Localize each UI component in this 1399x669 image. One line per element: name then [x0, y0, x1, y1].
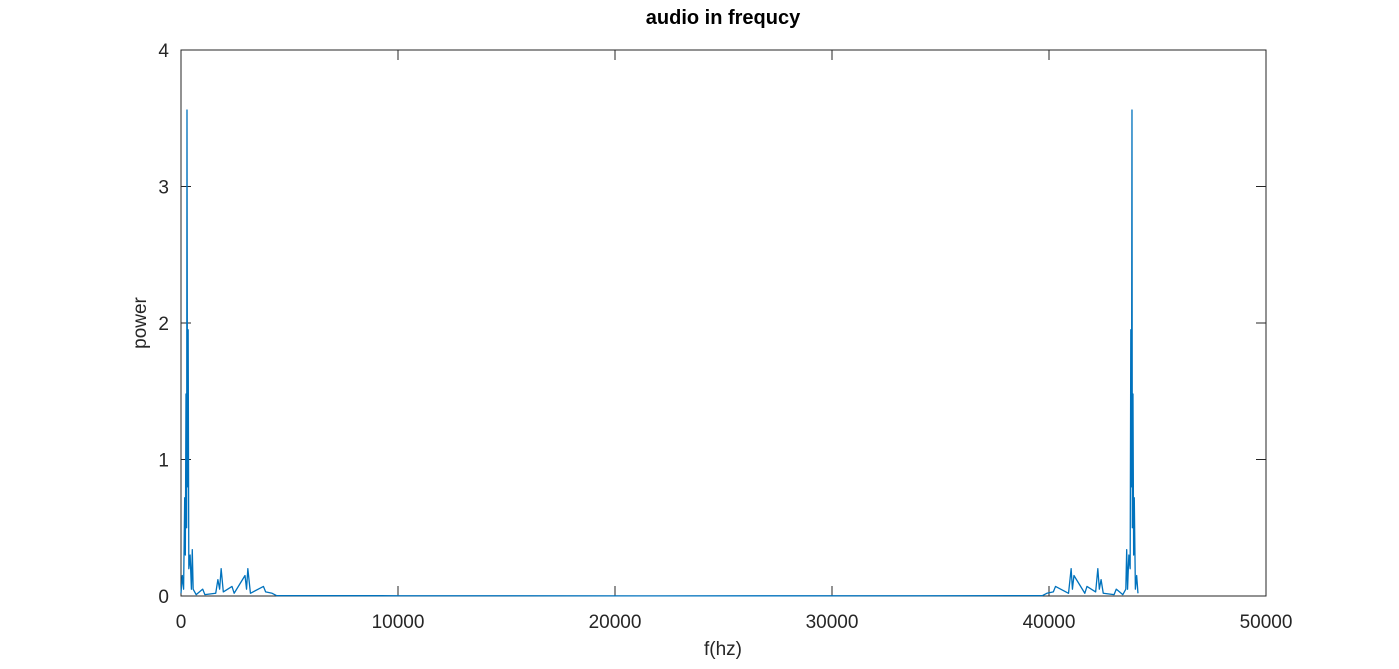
line-series: [180, 109, 1139, 597]
y-axis-label: power: [130, 296, 151, 348]
y-tick-label: 0: [158, 587, 169, 608]
plot-box: [180, 49, 1267, 597]
x-tick-label: 10000: [372, 612, 425, 633]
x-tick-label: 50000: [1240, 612, 1293, 633]
x-tick-label: 0: [176, 612, 187, 633]
x-tick-label: 30000: [806, 612, 859, 633]
x-tick-label: 40000: [1023, 612, 1076, 633]
y-tick-label: 1: [158, 451, 169, 472]
x-axis-label: f(hz): [704, 639, 742, 660]
x-tick-label: 20000: [589, 612, 642, 633]
y-tick-label: 2: [158, 314, 169, 335]
y-tick-label: 3: [158, 178, 169, 199]
y-tick-label: 4: [158, 41, 169, 62]
chart-title: audio in frequcy: [646, 7, 801, 29]
